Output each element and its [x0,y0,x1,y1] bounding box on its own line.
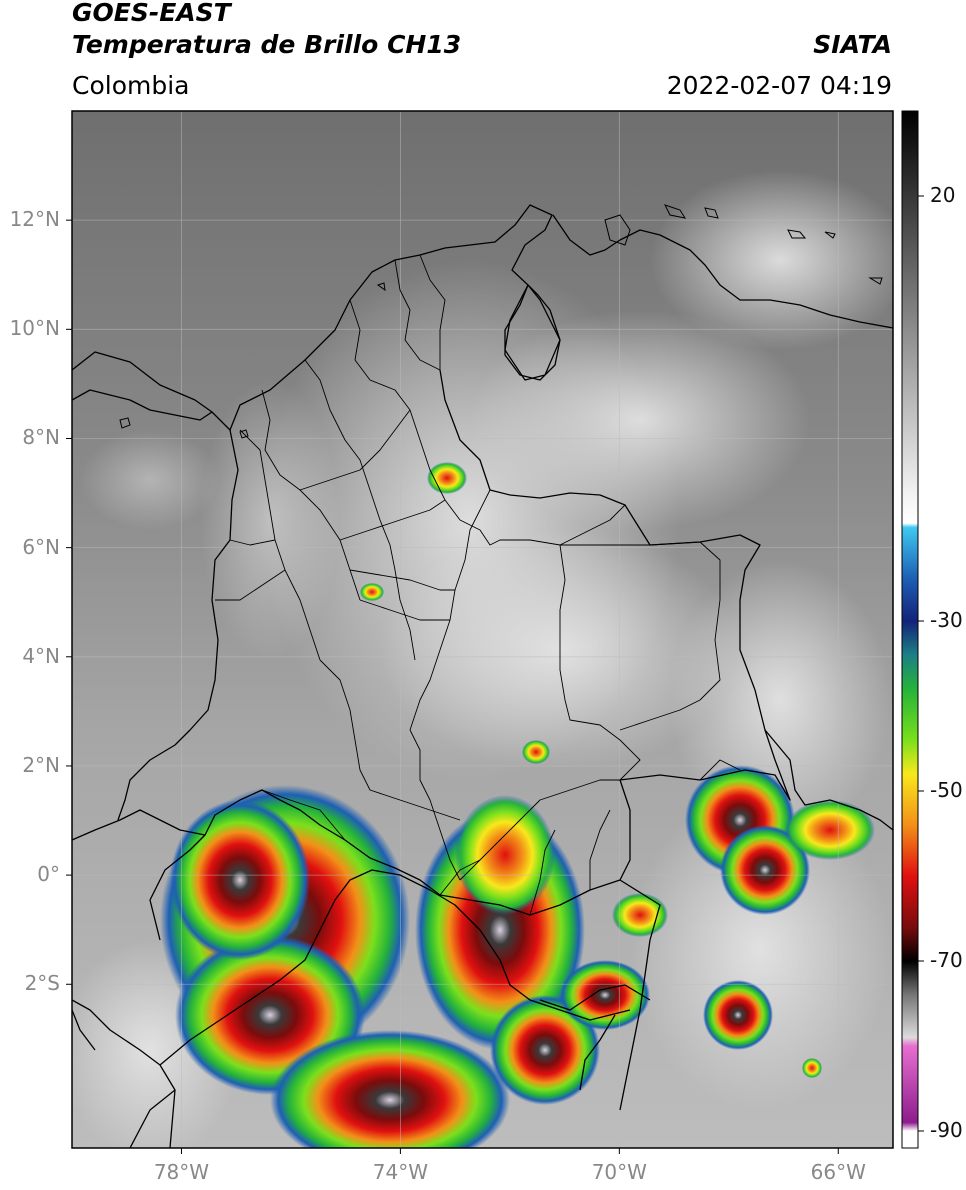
lat-tick-label: 2°S [24,971,60,996]
lat-tick-label: 4°N [22,643,60,668]
lon-tick-label: 66°W [810,1160,866,1184]
lat-tick-label: 10°N [9,316,60,341]
lat-tick-label: 0° [37,862,60,887]
lat-tick-label: 8°N [22,425,60,450]
colombia-outline [72,204,791,1111]
peru-ecuador [72,869,631,1148]
product-title: Temperatura de Brillo CH13 [72,30,462,59]
map-panel [72,111,893,1148]
satellite-title: GOES-EAST [72,0,231,27]
venezuela-coast [552,214,893,329]
islands [119,204,883,439]
lat-tick-label: 6°N [22,534,60,559]
colorbar-tick-label: 20 [930,183,956,207]
gridlines [72,111,893,1148]
colorbar-tick-label: -50 [930,778,963,802]
colorbar [901,110,924,1149]
agency-label: SIATA [813,30,892,59]
colorbar-tick-label: -70 [930,948,963,972]
pacific-coast [117,429,239,821]
colorbar-tick-label: -90 [930,1118,963,1142]
boundaries [72,204,893,1148]
lake-maracaibo [504,284,561,381]
convective-cells [160,462,875,1148]
bottom-sa [72,1009,176,1148]
colorbar-frame [901,110,919,1149]
lon-tick-label: 78°W [153,1160,210,1184]
lon-tick-label: 70°W [591,1160,647,1184]
colorbar-gradient [902,111,918,1148]
lat-tick-label: 12°N [9,207,60,232]
datetime-label: 2022-02-07 04:19 [666,71,892,100]
map-frame [71,110,894,1149]
lon-tick-label: 74°W [372,1160,428,1184]
brazil-border [539,984,651,1091]
region-label: Colombia [72,71,190,100]
lat-tick-label: 2°N [22,752,60,777]
admin-borders [215,254,741,916]
panama [72,389,213,421]
venezuela-brazil [764,729,893,831]
colorbar-tick-label: -30 [930,608,963,632]
